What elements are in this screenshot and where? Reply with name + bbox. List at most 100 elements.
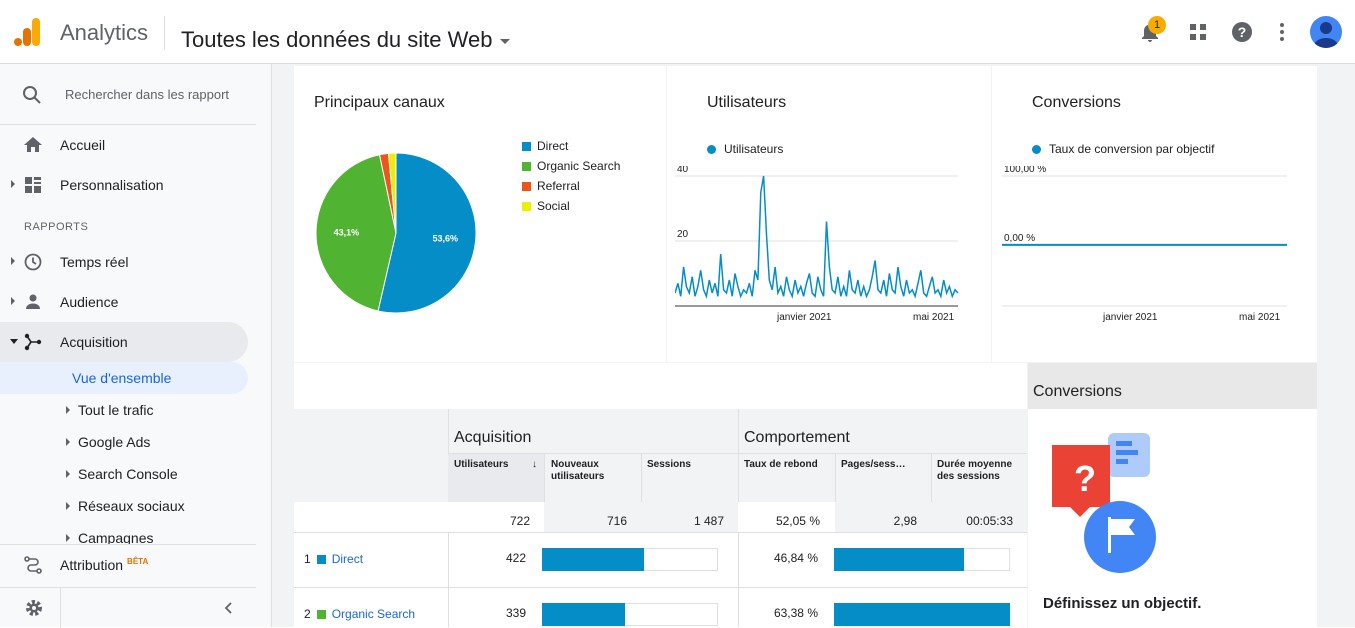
pie-slice-organic-search[interactable] bbox=[315, 154, 397, 312]
apps-button[interactable] bbox=[1186, 20, 1210, 44]
col-header-users[interactable]: Utilisateurs ↓ bbox=[454, 459, 537, 471]
gear-icon[interactable] bbox=[24, 598, 44, 618]
channels-pie-chart[interactable]: 53,6% 43,1% bbox=[314, 151, 478, 315]
row-channel-link[interactable]: Organic Search bbox=[331, 607, 416, 621]
sidebar-subitem-label: Search Console bbox=[78, 466, 178, 482]
sidebar-item-customization[interactable]: Personnalisation bbox=[0, 165, 256, 205]
row-divider bbox=[294, 532, 1027, 533]
help-icon: ? bbox=[1232, 22, 1252, 42]
x-tick-label: janvier 2021 bbox=[1103, 312, 1158, 323]
y-tick-label: 100,00 % bbox=[1004, 166, 1046, 175]
group-header-acquisition: Acquisition bbox=[454, 429, 532, 446]
goal-panel: Conversions ? Définissez un objectif. bbox=[1028, 363, 1317, 627]
row-index: 2 bbox=[304, 607, 311, 621]
acquisition-table: Acquisition Comportement Utilisateurs ↓ N… bbox=[294, 363, 1027, 627]
home-icon bbox=[24, 137, 42, 152]
users-card: Utilisateurs Utilisateurs 20 40 janvier 2… bbox=[667, 66, 991, 362]
y-tick-label: 0,00 % bbox=[1004, 233, 1035, 244]
sidebar-item-acquisition[interactable]: Acquisition bbox=[0, 322, 248, 362]
expand-arrow-icon bbox=[66, 406, 70, 414]
sidebar-subitem-label: Google Ads bbox=[78, 434, 151, 450]
col-header-bounce[interactable]: Taux de rebond bbox=[744, 459, 818, 470]
sidebar-subitem-overview[interactable]: Vue d'ensemble bbox=[0, 362, 248, 394]
more-options-button[interactable] bbox=[1270, 20, 1294, 44]
legend-label: Utilisateurs bbox=[724, 142, 784, 156]
chevron-down-icon bbox=[500, 39, 511, 44]
users-series-line[interactable] bbox=[675, 175, 959, 299]
notifications-button[interactable]: 1 bbox=[1138, 16, 1166, 44]
help-button[interactable]: ? bbox=[1230, 20, 1254, 44]
x-tick-label: mai 2021 bbox=[1239, 312, 1281, 323]
row-divider bbox=[294, 587, 1027, 588]
col-header-label: Utilisateurs bbox=[454, 459, 509, 470]
account-avatar[interactable] bbox=[1310, 16, 1342, 48]
sidebar-subitem-campaigns[interactable]: Campagnes bbox=[0, 522, 256, 544]
legend-dot bbox=[1032, 144, 1041, 154]
col-header-pages[interactable]: Pages/sess… bbox=[841, 459, 906, 470]
sidebar-item-label: Personnalisation bbox=[60, 177, 164, 193]
total-duration: 00:05:33 bbox=[966, 514, 1013, 528]
legend-social: Social bbox=[522, 199, 570, 213]
legend-swatch bbox=[522, 141, 531, 151]
sidebar-item-realtime[interactable]: Temps réel bbox=[0, 242, 256, 282]
report-search[interactable]: Rechercher dans les rapport bbox=[0, 64, 256, 125]
sidebar-subitem-all-traffic[interactable]: Tout le trafic bbox=[0, 394, 256, 426]
person-icon bbox=[1314, 22, 1338, 48]
table-row-label[interactable]: 2 Organic Search bbox=[304, 607, 415, 621]
sidebar-item-home[interactable]: Accueil bbox=[0, 125, 256, 165]
legend-label: Organic Search bbox=[537, 159, 621, 173]
goal-panel-title: Conversions bbox=[1033, 383, 1122, 400]
col-header-duration[interactable]: Durée moyenne des sessions bbox=[937, 459, 1013, 482]
sidebar-subitem-label: Tout le trafic bbox=[78, 402, 154, 418]
top-bar: Analytics Toutes les données du site Web… bbox=[0, 0, 1355, 64]
total-pages: 2,98 bbox=[893, 514, 917, 528]
expand-arrow-icon bbox=[11, 297, 15, 305]
acquisition-icon bbox=[24, 333, 42, 351]
pie-slice-direct[interactable] bbox=[377, 152, 477, 314]
header-divider bbox=[164, 16, 165, 50]
sidebar-divider bbox=[0, 544, 256, 545]
x-tick-label: janvier 2021 bbox=[777, 312, 832, 323]
sidebar-subitem-label: Campagnes bbox=[78, 530, 154, 544]
expand-arrow-icon bbox=[66, 438, 70, 446]
row-users: 339 bbox=[505, 606, 526, 620]
property-selector[interactable]: Toutes les données du site Web bbox=[181, 27, 511, 53]
new-users-bar bbox=[542, 603, 625, 626]
dashboard-icon bbox=[25, 177, 41, 193]
sidebar-item-label: Acquisition bbox=[60, 334, 128, 350]
sidebar-item-audience[interactable]: Audience bbox=[0, 282, 256, 322]
sidebar-item-label: Audience bbox=[60, 294, 119, 310]
collapse-sidebar-icon[interactable] bbox=[222, 601, 236, 615]
goal-cta[interactable]: Définissez un objectif. bbox=[1043, 595, 1202, 612]
right-gutter bbox=[1317, 64, 1355, 627]
sidebar-item-attribution[interactable]: Attribution BÊTA bbox=[0, 545, 256, 585]
sidebar-subitem-social[interactable]: Réseaux sociaux bbox=[0, 490, 256, 522]
attribution-label: Attribution bbox=[60, 557, 124, 573]
pie-slice-social[interactable] bbox=[387, 152, 397, 234]
pie-slice-label: 43,1% bbox=[334, 228, 360, 238]
conversions-line-chart[interactable]: 100,00 % 0,00 % bbox=[1002, 166, 1292, 311]
sidebar-subitem-google-ads[interactable]: Google Ads bbox=[0, 426, 256, 458]
sidebar-item-label: Temps réel bbox=[60, 254, 129, 270]
card-title: Principaux canaux bbox=[314, 94, 445, 111]
row-swatch bbox=[316, 554, 326, 564]
sidebar-subitem-label: Réseaux sociaux bbox=[78, 498, 185, 514]
conversions-card: Conversions Taux de conversion par objec… bbox=[992, 66, 1317, 362]
row-channel-link[interactable]: Direct bbox=[331, 552, 364, 566]
col-header-new-users[interactable]: Nouveaux utilisateurs bbox=[551, 459, 605, 482]
analytics-logo[interactable] bbox=[14, 17, 44, 47]
card-title: Utilisateurs bbox=[707, 94, 787, 111]
legend-direct: Direct bbox=[522, 139, 568, 153]
notification-badge: 1 bbox=[1148, 16, 1166, 34]
sidebar-subitem-label: Vue d'ensemble bbox=[72, 370, 172, 386]
users-legend: Utilisateurs bbox=[707, 142, 783, 156]
sidebar-item-label: Attribution BÊTA bbox=[60, 557, 148, 573]
sidebar-subitem-search-console[interactable]: Search Console bbox=[0, 458, 256, 490]
card-title: Conversions bbox=[1032, 94, 1121, 111]
legend-label: Social bbox=[537, 199, 570, 213]
col-header-sessions[interactable]: Sessions bbox=[647, 459, 691, 470]
legend-referral: Referral bbox=[522, 179, 580, 193]
table-row-label[interactable]: 1 Direct bbox=[304, 552, 363, 566]
bounce-bar bbox=[834, 603, 1010, 626]
